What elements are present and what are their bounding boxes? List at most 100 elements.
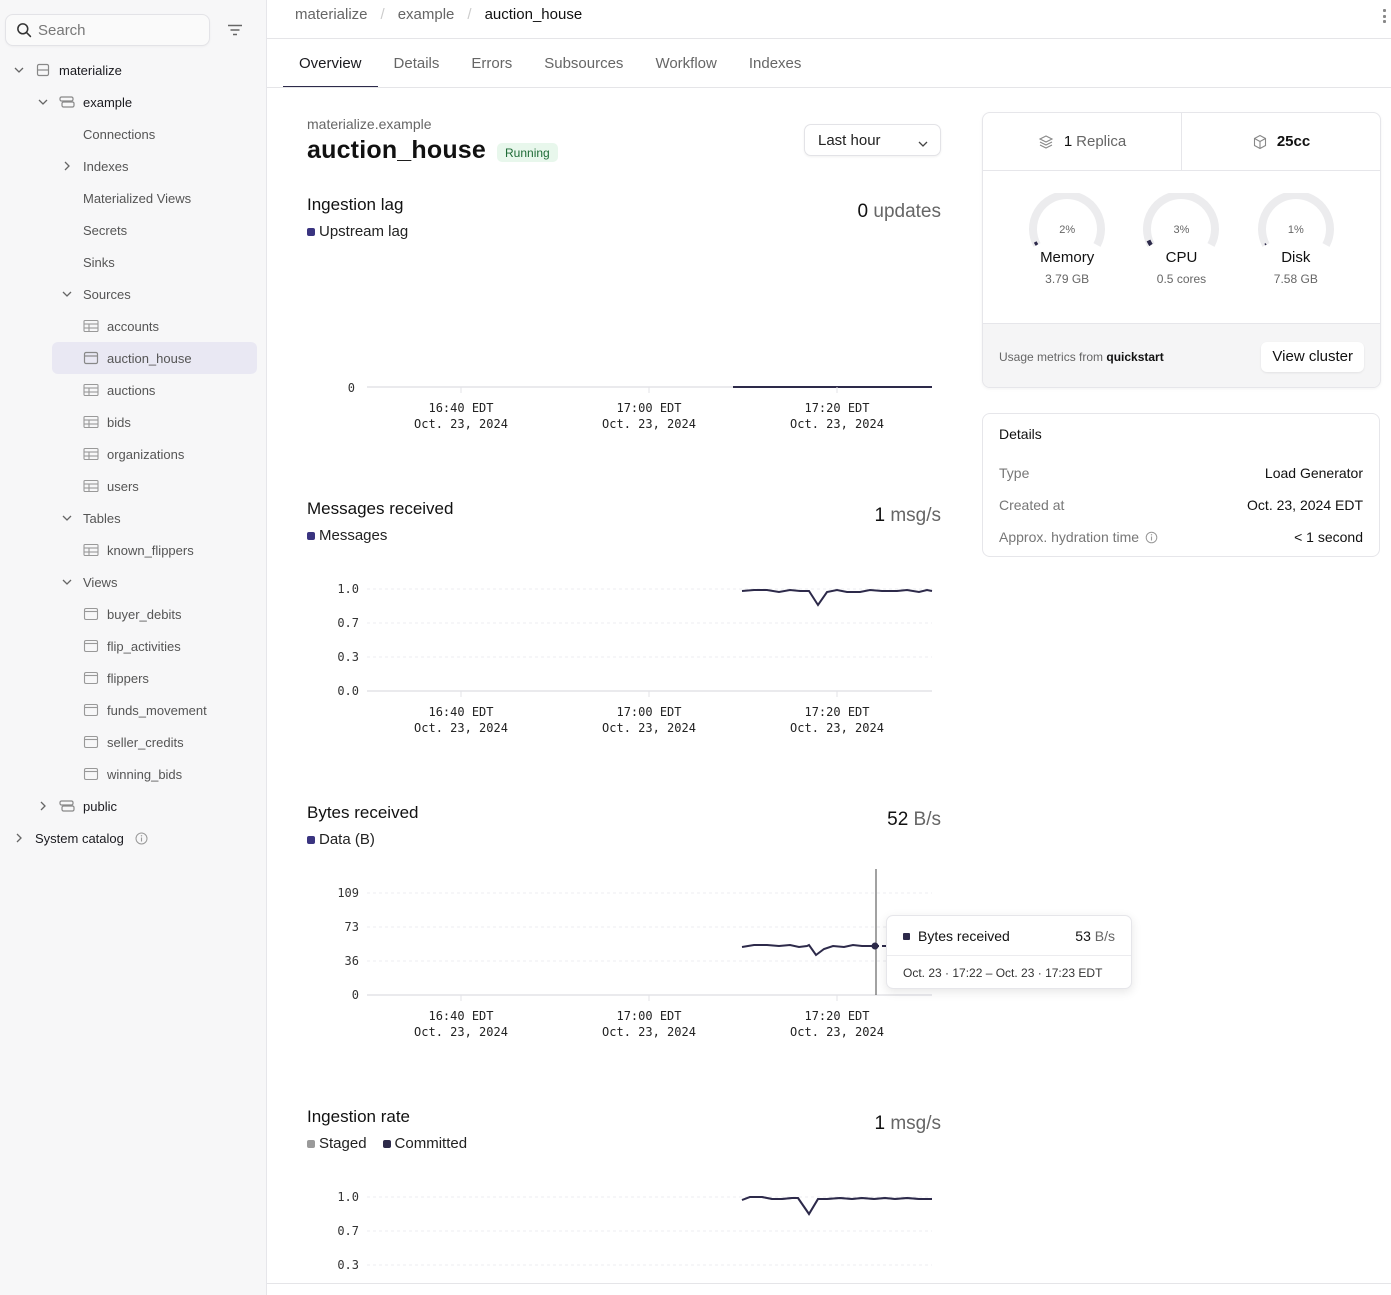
- tree-item-sinks[interactable]: Sinks: [0, 246, 267, 278]
- tree-item-bids[interactable]: bids: [0, 406, 267, 438]
- chevron-down-icon[interactable]: [61, 576, 73, 588]
- breadcrumb-current: auction_house: [484, 6, 583, 23]
- info-icon[interactable]: [133, 830, 149, 846]
- y-tick-labels: 1.0 0.7 0.3 0.0: [337, 582, 359, 698]
- tree-item-label: Tables: [83, 510, 121, 526]
- tree-item-indexes[interactable]: Indexes: [0, 150, 267, 182]
- svg-text:0.7: 0.7: [337, 616, 359, 630]
- cluster-summary: 1 Replica 25cc: [983, 113, 1380, 171]
- chart-plot[interactable]: 1.0 0.7 0.3: [307, 1187, 941, 1287]
- tab-indexes[interactable]: Indexes: [748, 55, 802, 72]
- search-input[interactable]: [38, 21, 188, 39]
- stat-value: 1: [874, 505, 886, 526]
- tree-item-views[interactable]: Views: [0, 566, 267, 598]
- tree-item-label: winning_bids: [107, 766, 183, 782]
- stat-value: 52: [887, 809, 909, 830]
- tree-item-auctions[interactable]: auctions: [0, 374, 267, 406]
- details-card: Details Type Load Generator Created at O…: [982, 413, 1380, 557]
- chart-legend: Messages: [307, 527, 403, 544]
- tree-item-label: auctions: [107, 382, 156, 398]
- tree-item-connections[interactable]: Connections: [0, 118, 267, 150]
- tree-item-flippers[interactable]: flippers: [0, 662, 267, 694]
- chart-tooltip: Bytes received 53 B/s Oct. 23 · 17:22 – …: [886, 915, 1132, 989]
- detail-row-type: Type Load Generator: [999, 465, 1363, 481]
- tree-item-sources[interactable]: Sources: [0, 278, 267, 310]
- tree-item-label: Materialized Views: [83, 190, 192, 206]
- tree-item-organizations[interactable]: organizations: [0, 438, 267, 470]
- legend-label: Staged: [319, 1135, 367, 1152]
- tab-errors[interactable]: Errors: [471, 55, 513, 72]
- cluster-size-value: 25cc: [1276, 133, 1311, 150]
- tooltip-series: Bytes received: [918, 927, 1010, 944]
- tree-item-secrets[interactable]: Secrets: [0, 214, 267, 246]
- chevron-right-icon[interactable]: [61, 160, 73, 172]
- tree-item-materialize[interactable]: materialize: [0, 54, 267, 86]
- tree-item-funds-movement[interactable]: funds_movement: [0, 694, 267, 726]
- table-icon: [83, 318, 99, 334]
- chart-plot[interactable]: 109 73 36 0 16:40 EDT Oct. 23, 2024 17:00 ED…: [307, 869, 941, 1043]
- source-icon: [83, 350, 99, 366]
- chevron-right-icon[interactable]: [13, 832, 25, 844]
- tree-item-buyer-debits[interactable]: buyer_debits: [0, 598, 267, 630]
- legend-item-staged: Staged: [307, 1135, 367, 1152]
- svg-text:Oct. 23, 2024: Oct. 23, 2024: [602, 721, 696, 735]
- gauge-value: 3.79 GB: [1045, 272, 1090, 286]
- tree-item-system-catalog[interactable]: System catalog: [0, 822, 267, 854]
- tab-subsources[interactable]: Subsources: [544, 55, 624, 72]
- time-range-select[interactable]: Last hour: [804, 124, 941, 156]
- tree-item-label: funds_movement: [107, 702, 207, 718]
- sidebar: materialize example Connections Indexes …: [0, 0, 267, 1295]
- object-schema-path: materialize.example: [307, 116, 432, 132]
- tab-details[interactable]: Details: [393, 55, 440, 72]
- gauge-arc: [1257, 193, 1334, 247]
- tree-item-label: flippers: [107, 670, 149, 686]
- tree-item-example[interactable]: example: [0, 86, 267, 118]
- svg-text:1.0: 1.0: [337, 1190, 359, 1204]
- detail-value: Load Generator: [1264, 465, 1363, 481]
- detail-row-created-at: Created at Oct. 23, 2024 EDT: [999, 497, 1363, 513]
- tree-item-users[interactable]: users: [0, 470, 267, 502]
- chevron-down-icon[interactable]: [61, 288, 73, 300]
- view-cluster-button[interactable]: View cluster: [1261, 341, 1364, 372]
- table-icon: [83, 446, 99, 462]
- tree-item-materialized-views[interactable]: Materialized Views: [0, 182, 267, 214]
- tree-item-label: known_flippers: [107, 542, 194, 558]
- breadcrumb-example[interactable]: example: [397, 6, 455, 23]
- replica-count-label: Replica: [1076, 133, 1127, 150]
- legend-label: Upstream lag: [319, 223, 409, 240]
- info-icon[interactable]: [1145, 531, 1158, 544]
- tab-overview[interactable]: Overview: [283, 39, 378, 88]
- tree-item-auction-house[interactable]: auction_house: [0, 342, 267, 374]
- filter-button[interactable]: [224, 20, 246, 40]
- gauge-name: Disk: [1281, 249, 1311, 266]
- chart-title: Ingestion lag: [307, 195, 404, 214]
- stat-value: 0: [857, 201, 869, 222]
- chevron-right-icon[interactable]: [37, 800, 49, 812]
- tree-item-known-flippers[interactable]: known_flippers: [0, 534, 267, 566]
- chevron-down-icon[interactable]: [13, 64, 25, 76]
- table-icon: [83, 478, 99, 494]
- tree-item-public[interactable]: public: [0, 790, 267, 822]
- chart-plot[interactable]: 0 16:40 EDT Oct. 23, 2024 17:00 EDT Oct. 2…: [307, 375, 941, 435]
- legend-swatch: [382, 1139, 391, 1148]
- chart-legend: Data (B): [307, 831, 391, 848]
- chevron-down-icon[interactable]: [61, 512, 73, 524]
- filter-icon: [228, 24, 242, 36]
- tree-item-flip-activities[interactable]: flip_activities: [0, 630, 267, 662]
- tree-item-label: Views: [83, 574, 118, 590]
- svg-text:Oct. 23, 2024: Oct. 23, 2024: [790, 721, 884, 735]
- chart-plot[interactable]: 1.0 0.7 0.3 0.0 16:40 EDT Oct. 23, 2024 17:0…: [307, 579, 941, 739]
- stat-unit: msg/s: [890, 1113, 941, 1134]
- tree-item-winning-bids[interactable]: winning_bids: [0, 758, 267, 790]
- search-box[interactable]: [5, 14, 210, 46]
- tree-item-seller-credits[interactable]: seller_credits: [0, 726, 267, 758]
- tree-item-tables[interactable]: Tables: [0, 502, 267, 534]
- svg-text:Oct. 23, 2024: Oct. 23, 2024: [414, 1025, 508, 1039]
- tab-workflow[interactable]: Workflow: [655, 55, 717, 72]
- more-options-button[interactable]: [1381, 9, 1387, 23]
- breadcrumb-materialize[interactable]: materialize: [295, 6, 368, 23]
- table-icon: [83, 414, 99, 430]
- chevron-down-icon[interactable]: [37, 96, 49, 108]
- tree-item-accounts[interactable]: accounts: [0, 310, 267, 342]
- cluster-usage-card: 1 Replica 25cc 2% Memory 3.79 GB 3% CPU 0…: [982, 112, 1381, 388]
